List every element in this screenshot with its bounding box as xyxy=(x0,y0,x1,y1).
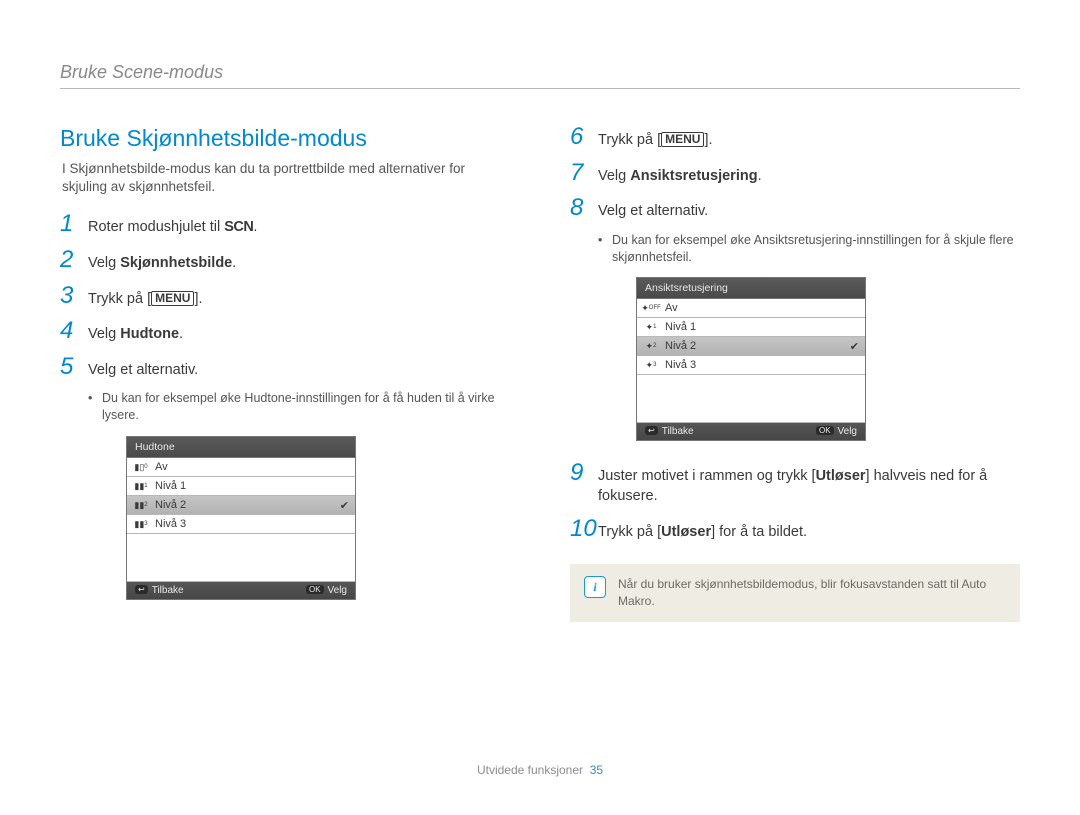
step-number: 4 xyxy=(60,319,88,343)
section-title: Bruke Skjønnhetsbilde-modus xyxy=(60,125,510,152)
lcd-option-row: ✦3 Nivå 3 xyxy=(637,356,865,375)
menu-button-icon: MENU xyxy=(151,291,194,306)
step-8: 8 Velg et alternativ. xyxy=(570,196,1020,222)
step-number: 8 xyxy=(570,196,598,220)
step-3: 3 Trykk på [MENU]. xyxy=(60,284,510,310)
page-breadcrumb: Bruke Scene-modus xyxy=(60,62,223,83)
level-icon: ✦3 xyxy=(643,359,659,371)
lcd-title: Ansiktsretusjering xyxy=(637,278,865,299)
level-icon: ▮▮2 xyxy=(133,499,149,511)
lcd-option-row: ▮▮3 Nivå 3 xyxy=(127,515,355,534)
page-footer: Utvidede funksjoner 35 xyxy=(0,763,1080,777)
step-number: 5 xyxy=(60,355,88,379)
lcd-option-label: Nivå 1 xyxy=(665,321,696,333)
lcd-option-row: ✦1 Nivå 1 xyxy=(637,318,865,337)
left-column: Bruke Skjønnhetsbilde-modus I Skjønnhets… xyxy=(60,125,510,622)
lcd-footer: ↩Tilbake OKVelg xyxy=(637,423,865,440)
lcd-option-row: ▮▯0 Av xyxy=(127,458,355,477)
step-text: Juster motivet i rammen og trykk [Utløse… xyxy=(598,467,1020,506)
back-icon: ↩ xyxy=(135,585,148,594)
ok-icon: OK xyxy=(306,585,324,594)
step-1: 1 Roter modushjulet til SCN. xyxy=(60,212,510,238)
content-columns: Bruke Skjønnhetsbilde-modus I Skjønnhets… xyxy=(60,125,1020,622)
level-icon: ✦2 xyxy=(643,340,659,352)
step-text: Velg et alternativ. xyxy=(598,202,708,222)
level-icon: ✦OFF xyxy=(643,302,659,314)
step-2: 2 Velg Skjønnhetsbilde. xyxy=(60,248,510,274)
step-5: 5 Velg et alternativ. xyxy=(60,355,510,381)
lcd-option-label: Nivå 3 xyxy=(665,359,696,371)
lcd-footer: ↩Tilbake OKVelg xyxy=(127,582,355,599)
step-number: 3 xyxy=(60,284,88,308)
back-icon: ↩ xyxy=(645,426,658,435)
step-number: 2 xyxy=(60,248,88,272)
info-icon: i xyxy=(584,576,606,598)
lcd-option-label: Av xyxy=(665,302,678,314)
lcd-title: Hudtone xyxy=(127,437,355,458)
check-icon: ✔ xyxy=(340,499,349,512)
ok-icon: OK xyxy=(816,426,834,435)
lcd-option-row: ▮▮1 Nivå 1 xyxy=(127,477,355,496)
step-number: 10 xyxy=(570,517,598,541)
step-number: 1 xyxy=(60,212,88,236)
level-icon: ✦1 xyxy=(643,321,659,333)
lcd-option-row: ▮▮2 Nivå 2 ✔ xyxy=(127,496,355,515)
camera-menu-ansiktsretusjering: Ansiktsretusjering ✦OFF Av ✦1 Nivå 1 ✦2 Nivå … xyxy=(636,277,866,441)
step-7: 7 Velg Ansiktsretusjering. xyxy=(570,161,1020,187)
step-text: Velg Hudtone. xyxy=(88,325,183,345)
level-icon: ▮▮1 xyxy=(133,480,149,492)
step-text: Roter modushjulet til SCN. xyxy=(88,218,257,238)
lcd-option-label: Nivå 2 xyxy=(155,499,186,511)
scn-icon: SCN xyxy=(224,219,253,235)
lcd-option-row: ✦2 Nivå 2 ✔ xyxy=(637,337,865,356)
step-text: Trykk på [MENU]. xyxy=(88,290,203,310)
step-4: 4 Velg Hudtone. xyxy=(60,319,510,345)
info-note: i Når du bruker skjønnhetsbildemodus, bl… xyxy=(570,564,1020,622)
right-column: 6 Trykk på [MENU]. 7 Velg Ansiktsretusje… xyxy=(570,125,1020,622)
step-number: 7 xyxy=(570,161,598,185)
step-5-sub: •Du kan for eksempel øke Hudtone-innstil… xyxy=(88,390,510,424)
section-intro: I Skjønnhetsbilde-modus kan du ta portre… xyxy=(60,160,510,196)
step-text: Velg Ansiktsretusjering. xyxy=(598,167,762,187)
level-icon: ▮▯0 xyxy=(133,461,149,473)
menu-button-icon: MENU xyxy=(661,132,704,147)
lcd-option-row: ✦OFF Av xyxy=(637,299,865,318)
step-10: 10 Trykk på [Utløser] for å ta bildet. xyxy=(570,517,1020,543)
header-rule xyxy=(60,88,1020,89)
step-number: 6 xyxy=(570,125,598,149)
lcd-option-label: Nivå 2 xyxy=(665,340,696,352)
level-icon: ▮▮3 xyxy=(133,518,149,530)
check-icon: ✔ xyxy=(850,340,859,353)
lcd-option-label: Av xyxy=(155,461,168,473)
camera-menu-hudtone: Hudtone ▮▯0 Av ▮▮1 Nivå 1 ▮▮2 Nivå 2 ✔ ▮▮3 Nivå … xyxy=(126,436,356,600)
step-number: 9 xyxy=(570,461,598,485)
step-text: Velg Skjønnhetsbilde. xyxy=(88,254,236,274)
step-text: Trykk på [MENU]. xyxy=(598,131,713,151)
lcd-option-label: Nivå 1 xyxy=(155,480,186,492)
step-text: Velg et alternativ. xyxy=(88,361,198,381)
note-text: Når du bruker skjønnhetsbildemodus, blir… xyxy=(618,576,1006,610)
lcd-option-label: Nivå 3 xyxy=(155,518,186,530)
step-6: 6 Trykk på [MENU]. xyxy=(570,125,1020,151)
step-text: Trykk på [Utløser] for å ta bildet. xyxy=(598,523,807,543)
step-9: 9 Juster motivet i rammen og trykk [Utlø… xyxy=(570,461,1020,506)
step-8-sub: •Du kan for eksempel øke Ansiktsretusjer… xyxy=(598,232,1020,266)
